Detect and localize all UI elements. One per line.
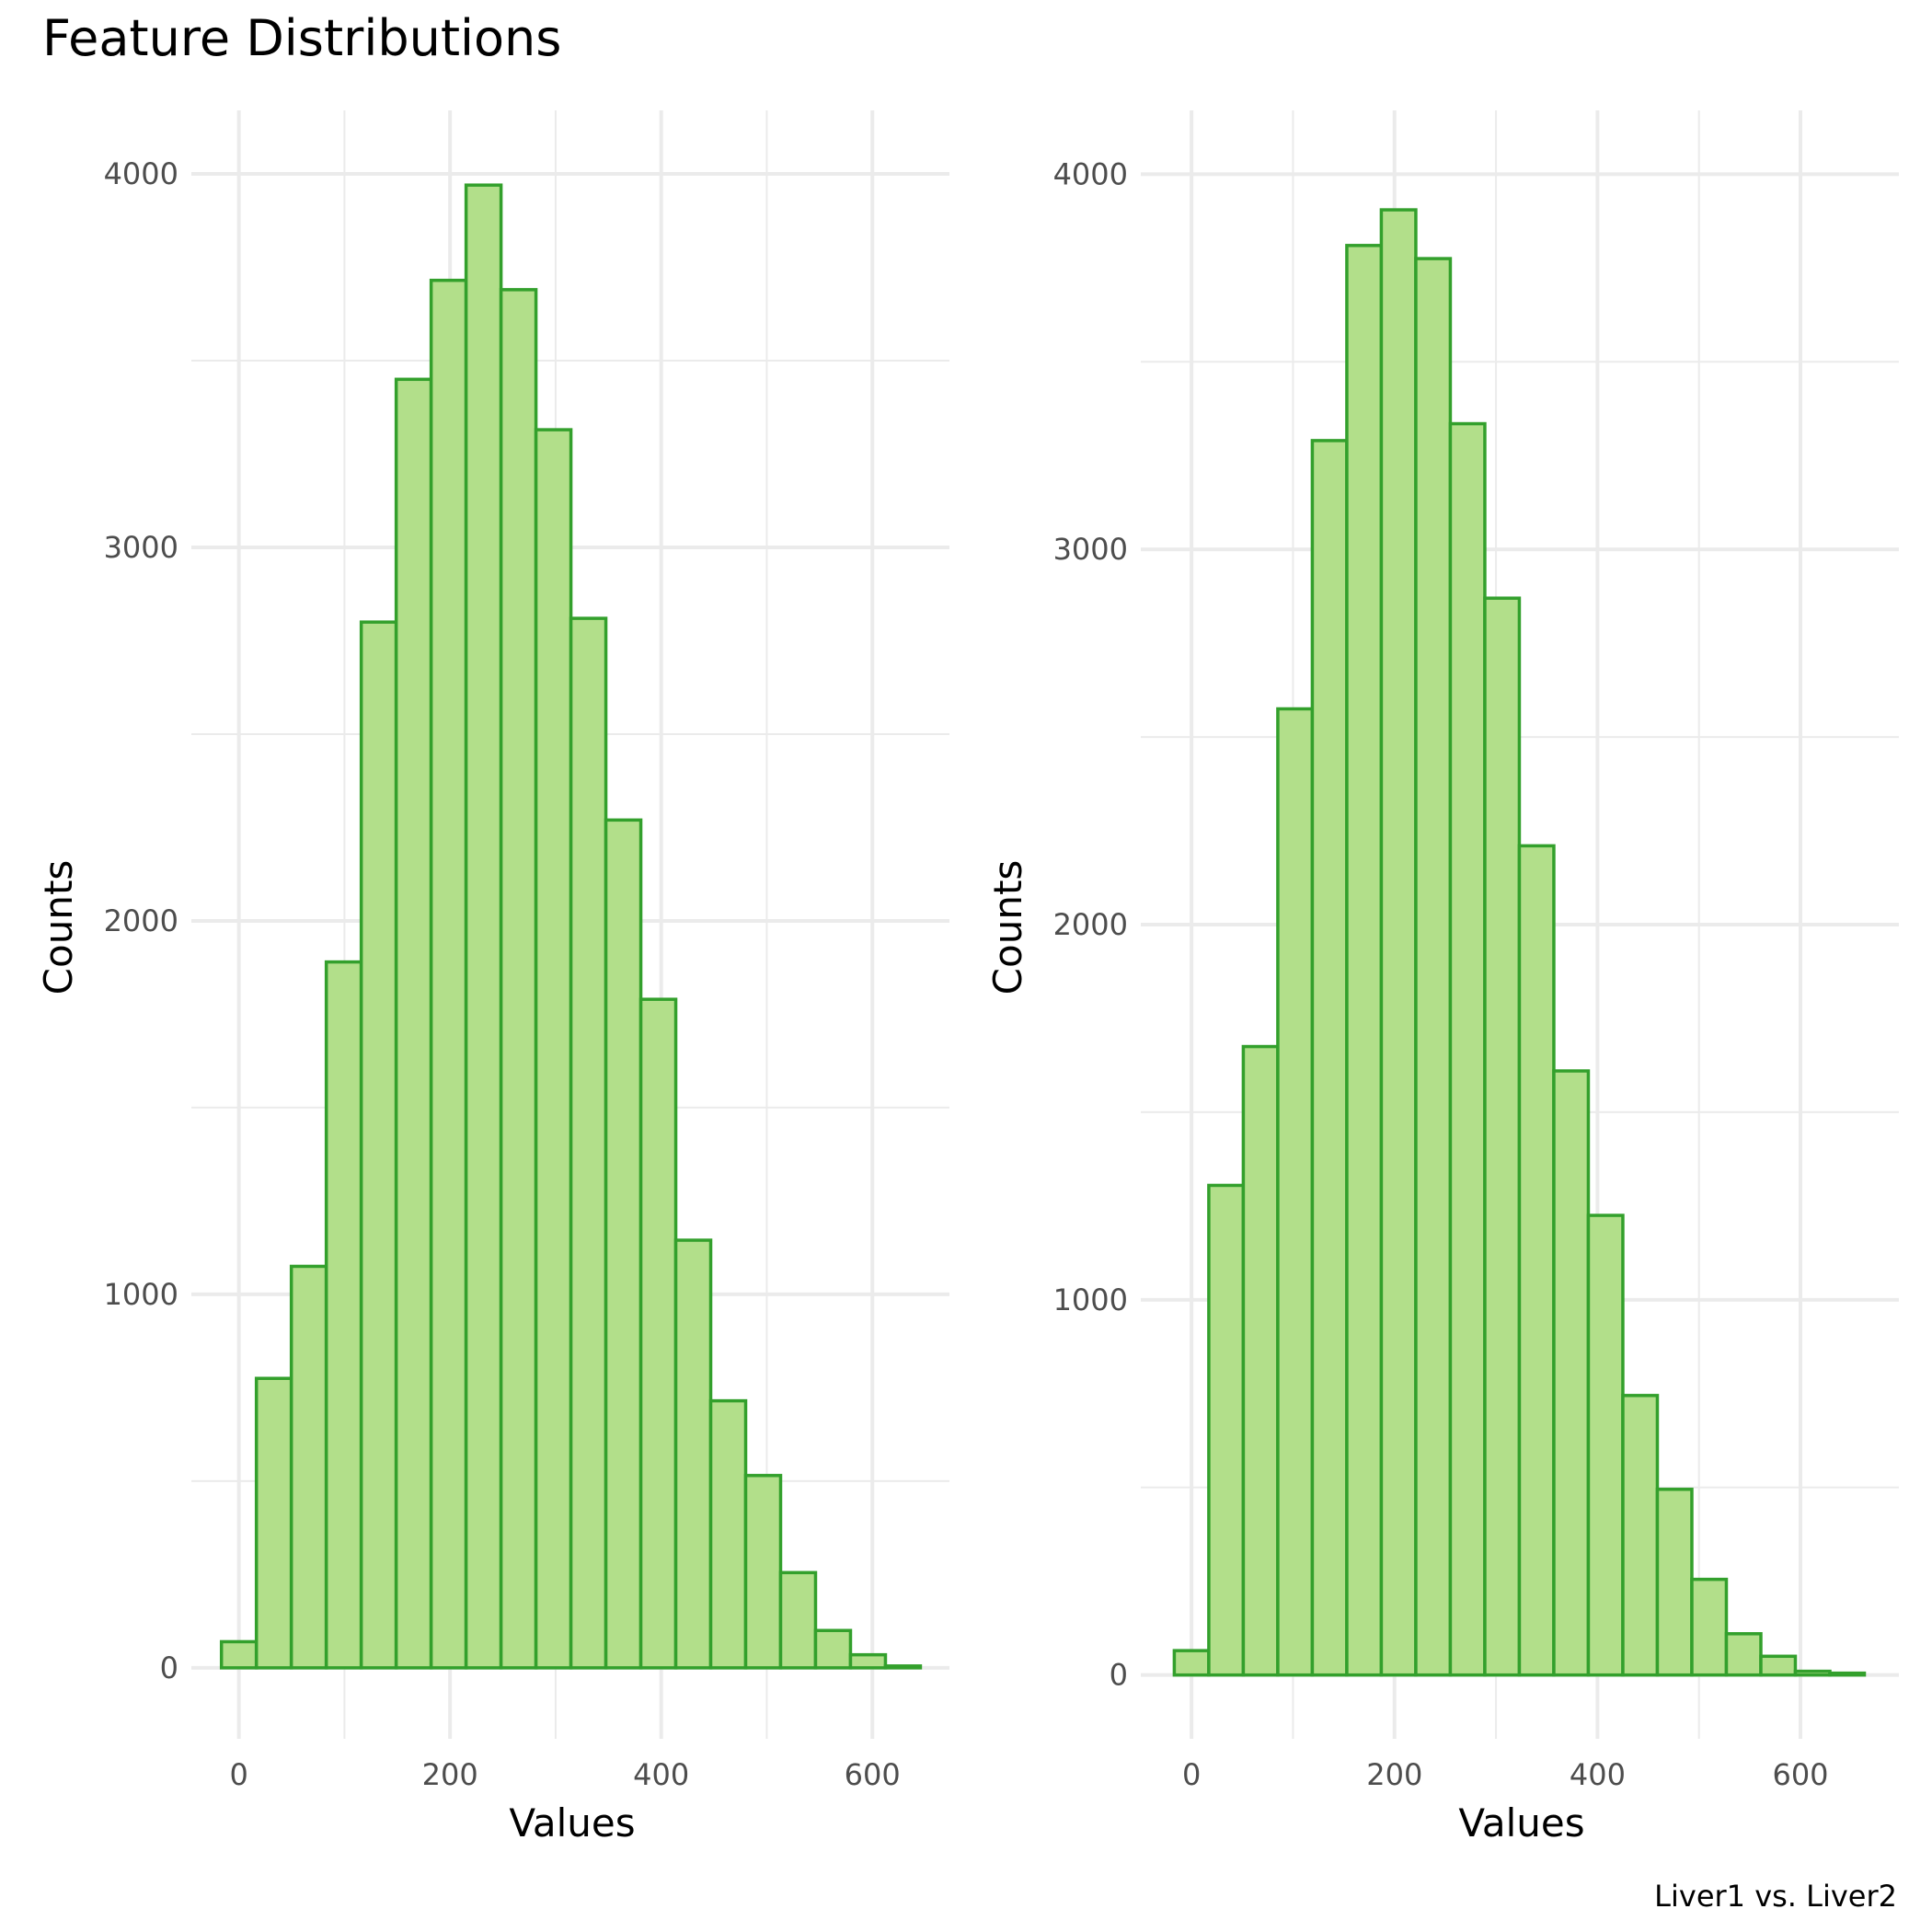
x-tick-label: 400 (633, 1757, 689, 1792)
histogram-bar (1552, 1069, 1591, 1677)
y-tick-label: 0 (1110, 1658, 1128, 1693)
histogram-bar (499, 288, 538, 1670)
tick-labels-right: 0 200 400 600 0 1000 2000 3000 4000 (1053, 156, 1829, 1792)
tick-labels-left: 0 200 400 600 0 1000 2000 3000 4000 (104, 156, 901, 1792)
histogram-bar (464, 183, 503, 1670)
histogram-bar (1621, 1394, 1660, 1677)
caption: Liver1 vs. Liver2 (1654, 1879, 1897, 1914)
x-tick-label: 600 (1772, 1757, 1828, 1792)
x-tick-label: 0 (1182, 1757, 1201, 1792)
x-tick-label: 200 (1366, 1757, 1422, 1792)
histogram-bar (604, 818, 643, 1670)
histogram-bar (1241, 1044, 1280, 1677)
histogram-bar (743, 1474, 783, 1670)
bars-left (219, 183, 923, 1670)
x-tick-label: 400 (1570, 1757, 1626, 1792)
histogram-bar (289, 1264, 328, 1670)
histogram-bar (1724, 1632, 1763, 1677)
y-axis-title-right: Counts (985, 860, 1030, 995)
y-tick-label: 2000 (1053, 907, 1128, 942)
histogram-bar (708, 1398, 748, 1670)
y-axis-title-left: Counts (36, 860, 81, 995)
bars-right (1172, 208, 1867, 1677)
y-tick-label: 4000 (104, 156, 178, 191)
x-axis-title-left: Values (509, 1800, 635, 1846)
histogram-bar (219, 1639, 259, 1670)
x-tick-label: 200 (422, 1757, 478, 1792)
histogram-bar (1448, 421, 1487, 1677)
histogram-bar (1586, 1213, 1625, 1677)
histogram-bar (813, 1628, 853, 1670)
x-axis-title-right: Values (1458, 1800, 1584, 1846)
y-tick-label: 1000 (104, 1277, 178, 1312)
histogram-bar (1655, 1488, 1694, 1677)
histogram-bar (429, 278, 468, 1670)
histogram-bar (1310, 439, 1349, 1677)
histogram-bar (778, 1570, 818, 1670)
histogram-panel-right: 0 200 400 600 0 1000 2000 3000 4000 Values Count… (985, 110, 1899, 1846)
histogram-bar (1172, 1649, 1211, 1677)
histogram-bar (1759, 1654, 1798, 1677)
y-tick-label: 3000 (1053, 532, 1128, 567)
histogram-bar (1276, 707, 1315, 1677)
histogram-bar (1793, 1669, 1832, 1677)
y-tick-label: 4000 (1053, 156, 1128, 191)
histogram-bar (848, 1652, 888, 1670)
histogram-bar (1828, 1671, 1867, 1677)
histogram-bar (254, 1376, 293, 1670)
y-tick-label: 1000 (1053, 1282, 1128, 1317)
histogram-bar (883, 1664, 923, 1670)
histogram-bar (394, 377, 433, 1670)
histogram-bar (1483, 596, 1522, 1677)
histogram-bar (638, 997, 678, 1670)
histogram-panel-left: 0 200 400 600 0 1000 2000 3000 4000 Values Count… (36, 110, 949, 1846)
histogram-bar (359, 620, 398, 1670)
histogram-bar (534, 428, 573, 1670)
histogram-bar (1207, 1183, 1246, 1677)
histogram-bar (569, 616, 608, 1670)
histogram-bar (324, 960, 363, 1670)
histogram-bar (673, 1238, 713, 1670)
histogram-bar (1379, 208, 1418, 1677)
x-tick-label: 600 (845, 1757, 901, 1792)
page-title: Feature Distributions (42, 9, 561, 67)
histogram-bar (1690, 1577, 1729, 1677)
histogram-bar (1517, 844, 1556, 1677)
x-tick-label: 0 (229, 1757, 247, 1792)
histogram-bar (1345, 244, 1384, 1677)
y-tick-label: 3000 (104, 530, 178, 565)
y-tick-label: 0 (160, 1650, 178, 1685)
histogram-bar (1414, 257, 1453, 1677)
y-tick-label: 2000 (104, 903, 178, 938)
